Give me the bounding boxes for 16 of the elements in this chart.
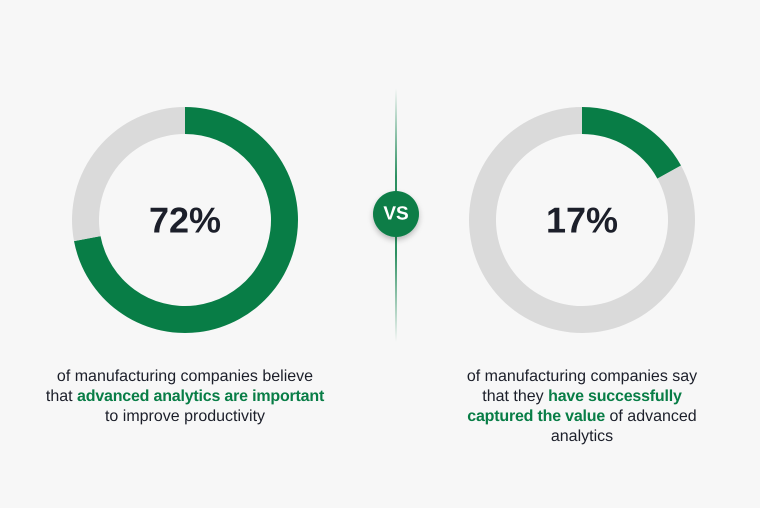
text: of advanced [610,408,697,425]
text: of manufacturing companies believe [56,368,314,385]
data-label: 72% [148,200,222,240]
text: analytics [550,428,614,445]
text: of manufacturing companies say [466,368,698,385]
donut-slice [582,107,682,179]
text: have successfully [548,388,682,405]
donut-slice [469,107,695,333]
text: captured the value [467,408,606,425]
text: that [46,388,73,405]
donut-slice [74,107,298,333]
text: that they [482,388,544,405]
text: VS [383,204,409,224]
data-label: 17% [546,200,618,240]
text: to improve productivity [104,408,266,425]
text: advanced analytics are important [77,388,324,405]
